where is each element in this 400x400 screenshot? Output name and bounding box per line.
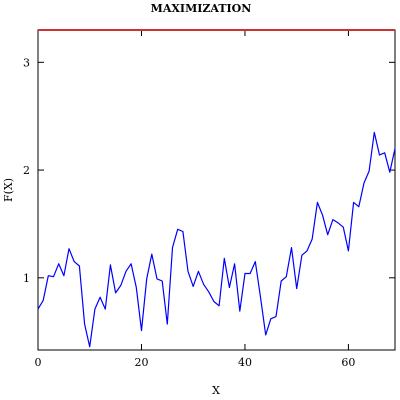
chart-title: MAXIMIZATION [151, 2, 252, 15]
x-axis-label: X [212, 384, 220, 397]
plot-frame [37, 29, 396, 351]
x-tick-label: 20 [134, 356, 148, 369]
x-tick-label: 0 [35, 356, 42, 369]
series-layer [37, 29, 396, 348]
series-line [37, 131, 396, 348]
x-tick-label: 60 [341, 356, 355, 369]
y-tick-label: 2 [23, 164, 30, 177]
axis-ticks [37, 30, 395, 350]
x-tick-label: 40 [238, 356, 252, 369]
y-axis-label: F(X) [2, 178, 15, 202]
tick-labels: 0 20 40 60 1 2 3 [23, 56, 355, 369]
y-tick-label: 1 [23, 272, 30, 285]
y-tick-label: 3 [23, 56, 30, 69]
